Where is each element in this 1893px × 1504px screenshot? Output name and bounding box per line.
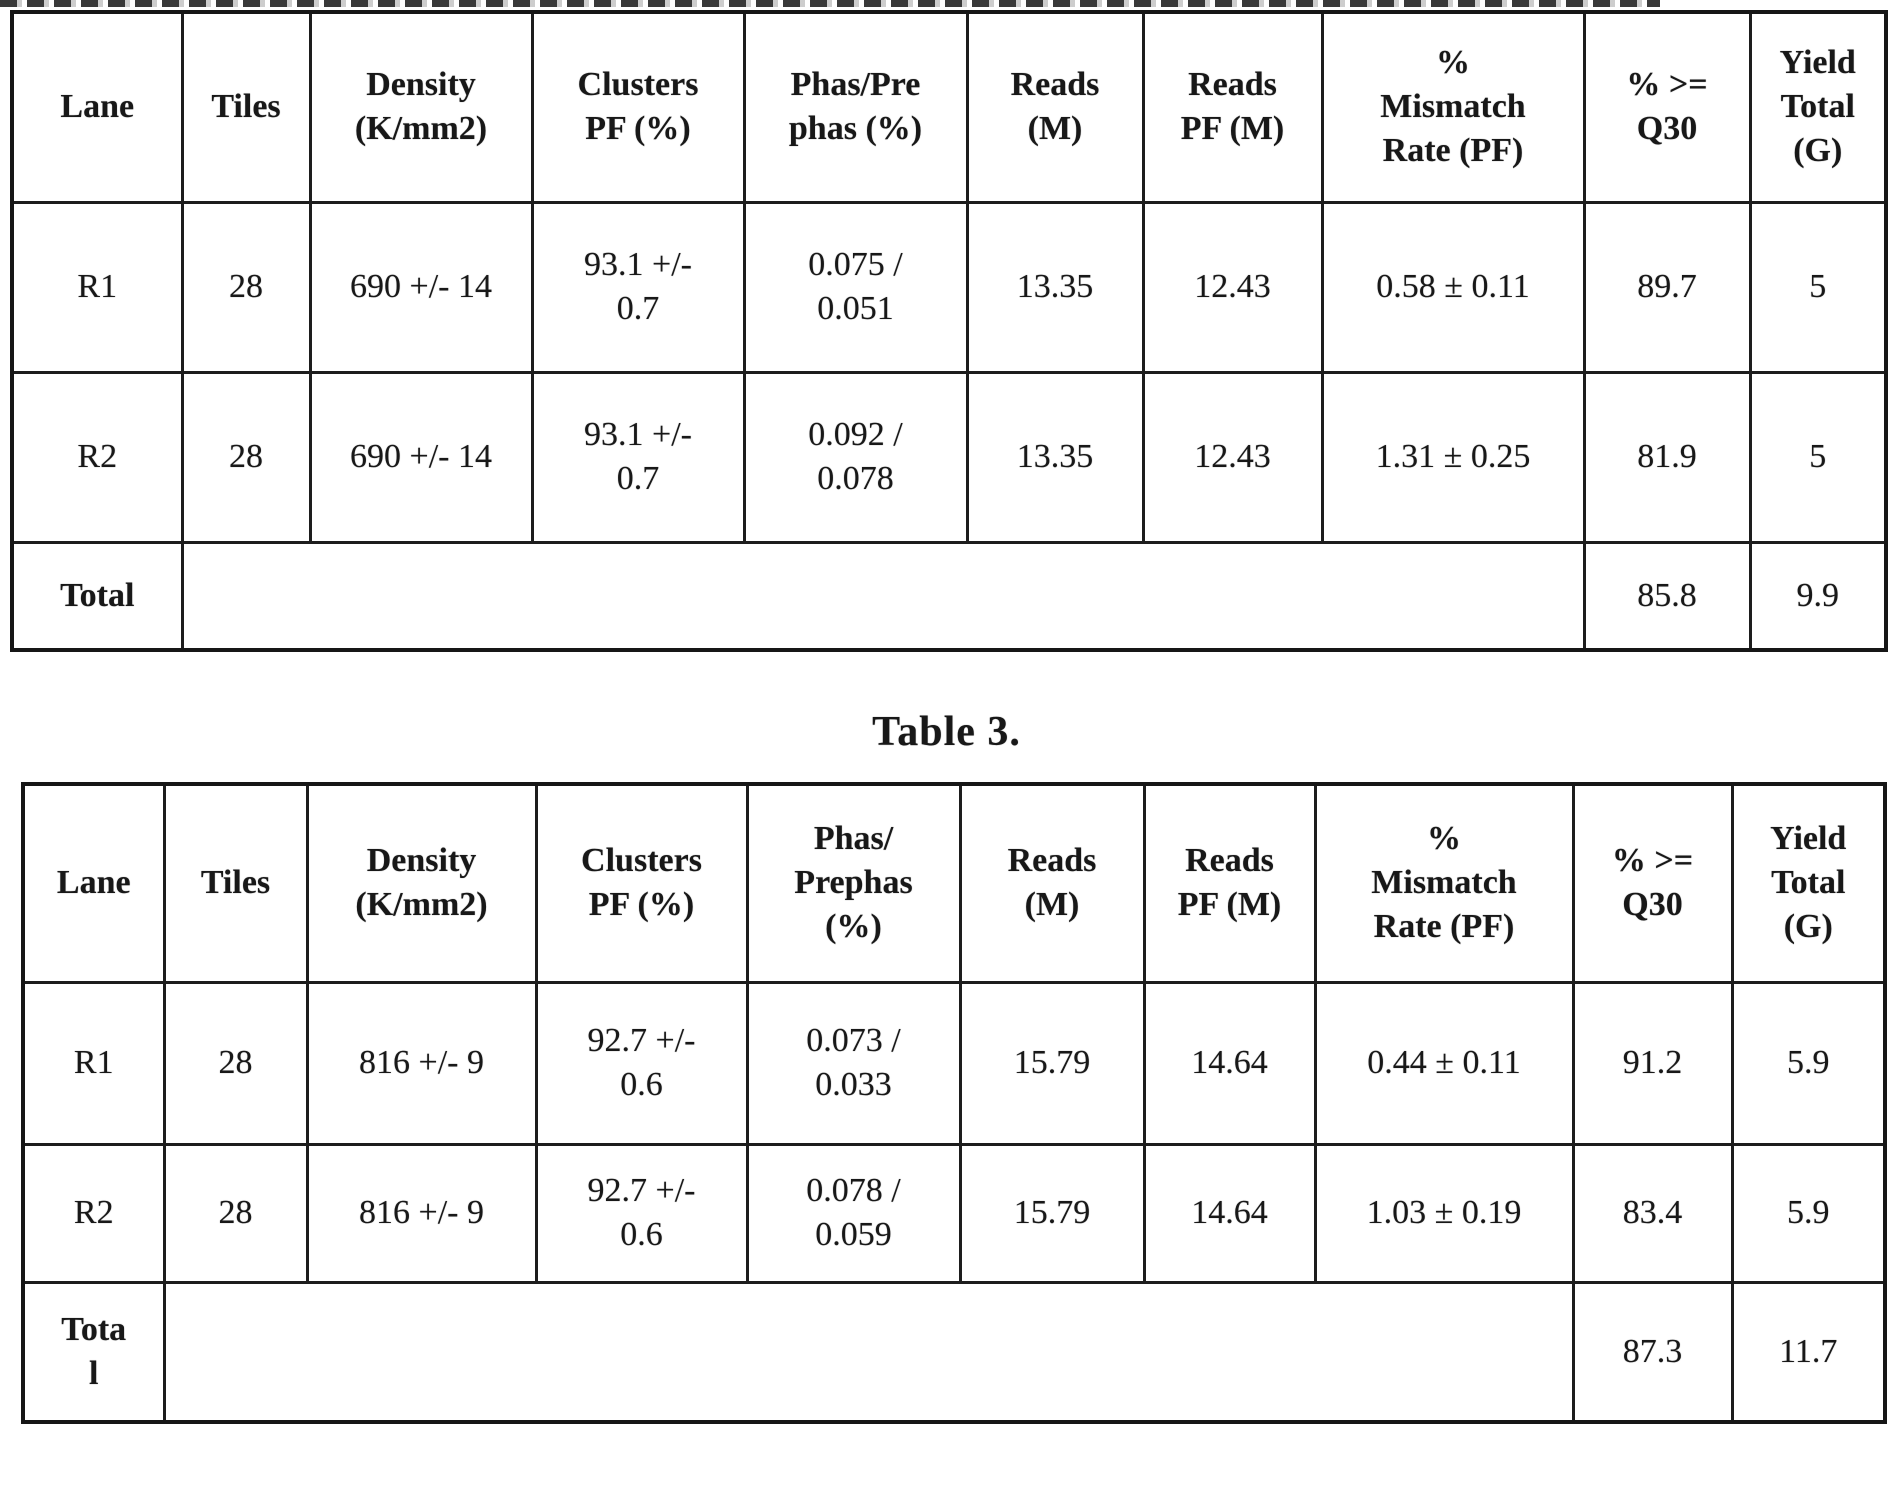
header-row: Lane Tiles Density (K/mm2) Clusters PF (… <box>21 782 1887 984</box>
cell-phas-prephas: 0.073 / 0.033 <box>745 980 962 1146</box>
cell-phas-prephas: 0.075 / 0.051 <box>742 200 969 374</box>
run-metrics-table-bottom: Lane Tiles Density (K/mm2) Clusters PF (… <box>21 782 1887 1424</box>
col-header-tiles: Tiles <box>162 782 309 984</box>
cell-reads-pf: 12.43 <box>1141 200 1324 374</box>
col-header-density: Density (K/mm2) <box>308 10 534 204</box>
scan-edge-artifact <box>0 0 1660 7</box>
cell-mismatch-rate: 0.58 ± 0.11 <box>1320 200 1586 374</box>
col-header-yield-total: Yield Total (G) <box>1730 782 1887 984</box>
cell-mismatch-rate: 0.44 ± 0.11 <box>1313 980 1575 1146</box>
cell-tiles: 28 <box>180 200 312 374</box>
table-row-total: Total 85.8 9.9 <box>10 540 1888 652</box>
total-label: Tota l <box>21 1280 166 1424</box>
header-row: Lane Tiles Density (K/mm2) Clusters PF (… <box>10 10 1888 204</box>
cell-density: 816 +/- 9 <box>305 980 538 1146</box>
cell-q30: 89.7 <box>1582 200 1752 374</box>
cell-phas-prephas: 0.092 / 0.078 <box>742 370 969 544</box>
cell-tiles: 28 <box>180 370 312 544</box>
col-header-reads: Reads (M) <box>965 10 1145 204</box>
cell-total-yield: 11.7 <box>1730 1280 1887 1424</box>
col-header-q30: % >= Q30 <box>1582 10 1752 204</box>
cell-mismatch-rate: 1.31 ± 0.25 <box>1320 370 1586 544</box>
cell-yield-total: 5.9 <box>1730 1142 1887 1284</box>
cell-reads: 15.79 <box>958 1142 1146 1284</box>
col-header-phas-prephas: Phas/ Prephas (%) <box>745 782 962 984</box>
col-header-mismatch-rate: % Mismatch Rate (PF) <box>1320 10 1586 204</box>
cell-lane: R2 <box>21 1142 166 1284</box>
cell-lane: R1 <box>21 980 166 1146</box>
col-header-lane: Lane <box>10 10 184 204</box>
cell-q30: 91.2 <box>1571 980 1734 1146</box>
col-header-q30: % >= Q30 <box>1571 782 1734 984</box>
col-header-tiles: Tiles <box>180 10 312 204</box>
cell-clusters-pf: 93.1 +/- 0.7 <box>530 200 746 374</box>
table-caption: Table 3. <box>872 709 1021 755</box>
cell-reads: 13.35 <box>965 200 1145 374</box>
table-row-r1: R1 28 816 +/- 9 92.7 +/- 0.6 0.073 / 0.0… <box>21 980 1887 1146</box>
col-header-lane: Lane <box>21 782 166 984</box>
table-row-r1: R1 28 690 +/- 14 93.1 +/- 0.7 0.075 / 0.… <box>10 200 1888 374</box>
cell-total-yield: 9.9 <box>1748 540 1888 652</box>
cell-lane: R2 <box>10 370 184 544</box>
col-header-reads-pf: Reads PF (M) <box>1141 10 1324 204</box>
cell-total-q30: 87.3 <box>1571 1280 1734 1424</box>
cell-tiles: 28 <box>162 1142 309 1284</box>
cell-clusters-pf: 92.7 +/- 0.6 <box>534 980 749 1146</box>
cell-q30: 83.4 <box>1571 1142 1734 1284</box>
col-header-reads-pf: Reads PF (M) <box>1142 782 1317 984</box>
cell-yield-total: 5.9 <box>1730 980 1887 1146</box>
table-row-total: Tota l 87.3 11.7 <box>21 1280 1887 1424</box>
col-header-clusters-pf: Clusters PF (%) <box>530 10 746 204</box>
empty-span-cell <box>162 1280 1575 1424</box>
cell-phas-prephas: 0.078 / 0.059 <box>745 1142 962 1284</box>
cell-reads: 15.79 <box>958 980 1146 1146</box>
cell-q30: 81.9 <box>1582 370 1752 544</box>
cell-total-q30: 85.8 <box>1582 540 1752 652</box>
cell-reads: 13.35 <box>965 370 1145 544</box>
table-row-r2: R2 28 816 +/- 9 92.7 +/- 0.6 0.078 / 0.0… <box>21 1142 1887 1284</box>
empty-span-cell <box>180 540 1586 652</box>
col-header-mismatch-rate: % Mismatch Rate (PF) <box>1313 782 1575 984</box>
col-header-density: Density (K/mm2) <box>305 782 538 984</box>
total-label: Total <box>10 540 184 652</box>
cell-density: 690 +/- 14 <box>308 200 534 374</box>
col-header-yield-total: Yield Total (G) <box>1748 10 1888 204</box>
col-header-reads: Reads (M) <box>958 782 1146 984</box>
cell-reads-pf: 12.43 <box>1141 370 1324 544</box>
cell-clusters-pf: 93.1 +/- 0.7 <box>530 370 746 544</box>
cell-reads-pf: 14.64 <box>1142 980 1317 1146</box>
col-header-phas-prephas: Phas/Pre phas (%) <box>742 10 969 204</box>
cell-lane: R1 <box>10 200 184 374</box>
cell-tiles: 28 <box>162 980 309 1146</box>
cell-density: 690 +/- 14 <box>308 370 534 544</box>
cell-yield-total: 5 <box>1748 370 1888 544</box>
col-header-clusters-pf: Clusters PF (%) <box>534 782 749 984</box>
cell-mismatch-rate: 1.03 ± 0.19 <box>1313 1142 1575 1284</box>
cell-reads-pf: 14.64 <box>1142 1142 1317 1284</box>
cell-density: 816 +/- 9 <box>305 1142 538 1284</box>
cell-yield-total: 5 <box>1748 200 1888 374</box>
table-row-r2: R2 28 690 +/- 14 93.1 +/- 0.7 0.092 / 0.… <box>10 370 1888 544</box>
run-metrics-table-top: Lane Tiles Density (K/mm2) Clusters PF (… <box>10 10 1888 652</box>
cell-clusters-pf: 92.7 +/- 0.6 <box>534 1142 749 1284</box>
